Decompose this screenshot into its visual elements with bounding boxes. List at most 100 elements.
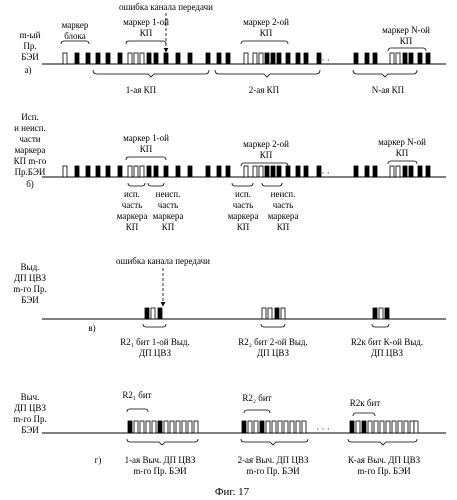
pulse [380, 421, 384, 433]
figure-caption: Фиг. 17 [215, 486, 250, 498]
pulse [217, 53, 221, 64]
pulse [272, 421, 276, 433]
pulse [271, 166, 275, 177]
g-span-brace-k [348, 439, 417, 445]
pulse [134, 166, 138, 177]
pulse [398, 421, 402, 433]
pulse [403, 53, 407, 64]
kp1-marker-brace [126, 41, 166, 44]
pulse [106, 53, 110, 64]
pulse [379, 308, 383, 319]
used-part-2-line-2: часть [233, 200, 254, 210]
pulse [118, 166, 122, 177]
g-computed-2-line-2: m-го Пр. БЭИ [246, 466, 300, 476]
panel-g: Выч. ДП ЦВЗ m-го Пр. БЭИ г) R2₁ бит R2₂ … [13, 390, 446, 476]
pulse [362, 421, 366, 433]
g-r2k-label: R2к бит [350, 398, 381, 408]
panel-g-letter: г) [95, 455, 102, 465]
b-kp1-marker-label-1: маркер 1-ой [123, 133, 169, 143]
kp2-label: 2-ая КП [249, 85, 280, 95]
panel-g-pulses [128, 421, 418, 433]
pulse [350, 421, 354, 433]
b-kp2-marker-label-1: маркер 2-ой [243, 139, 289, 149]
pulse [414, 421, 418, 433]
v-extracted-1-line-2: ДП ЦВЗ [139, 348, 171, 358]
panel-v-side-label-2: ДП ЦВЗ [14, 273, 46, 283]
unused-part-brace-1 [148, 183, 164, 186]
pulse [75, 53, 79, 64]
v-extracted-2-line-2: ДП ЦВЗ [257, 348, 289, 358]
kp2-marker-label-2: КП [260, 28, 273, 38]
unused-part-1-line-3: маркера [153, 211, 184, 221]
pulse [244, 166, 248, 177]
panel-v-side-label-3: m-го Пр. [13, 284, 46, 294]
pulse [86, 53, 90, 64]
panel-a-side-label-2: Пр. [23, 41, 36, 51]
kpn-marker-label-2: КП [400, 36, 413, 46]
pulse [176, 421, 180, 433]
pulse [368, 421, 372, 433]
panel-b-pulses [63, 166, 430, 177]
b-kpn-marker-brace [388, 161, 417, 164]
pulse [158, 308, 162, 319]
pulse [259, 53, 263, 64]
pulse [140, 53, 144, 64]
pulse [154, 53, 158, 64]
unused-part-2-line-4: КП [277, 222, 290, 232]
pulse [271, 53, 275, 64]
v-transmission-error-label: ошибка канала передачи [116, 256, 210, 266]
pulse [134, 53, 138, 64]
b-kp2-marker-label-2: КП [260, 150, 273, 160]
pulse [253, 166, 257, 177]
kp1-marker-label-2: КП [140, 28, 153, 38]
pulse [418, 166, 422, 177]
pulse [373, 53, 377, 64]
pulse [151, 308, 155, 319]
panel-a-side-label-3: БЭИ [21, 52, 39, 62]
pulse [396, 166, 400, 177]
pulse [188, 53, 192, 64]
kp1-span-brace [93, 70, 209, 77]
v-extracted-1-line-1: R2₁ бит 1-ой Выд. [120, 337, 189, 347]
g-r22-label: R2₂ бит [242, 393, 271, 403]
v-extracted-k-line-1: R2к бит К-ой Выд. [351, 337, 423, 347]
dots: · · · [316, 55, 330, 65]
pulse [365, 53, 369, 64]
pulse [63, 53, 67, 64]
pulse [140, 421, 144, 433]
unused-part-brace-2 [262, 183, 282, 186]
pulse [253, 53, 257, 64]
v-span-brace-1 [143, 324, 166, 327]
used-part-2-line-3: маркера [228, 211, 259, 221]
kp2-marker-label-1: маркер 2-ой [243, 17, 289, 27]
pulse [128, 53, 132, 64]
pulse [145, 308, 149, 319]
pulse [268, 308, 272, 319]
pulse [96, 53, 100, 64]
pulse [254, 421, 258, 433]
pulse [146, 421, 150, 433]
pulse [164, 166, 168, 177]
used-part-brace-1 [128, 183, 145, 186]
block-marker-label-1: маркер [62, 20, 89, 30]
panel-g-side-label-2: ДП ЦВЗ [14, 403, 46, 413]
pulse [176, 166, 180, 177]
panel-b-letter: б) [26, 179, 34, 189]
used-part-1-line-2: часть [122, 200, 143, 210]
g-computed-k-line-1: К-ая Выч. ДП ЦВЗ [348, 455, 421, 465]
used-part-2-line-1: исп. [235, 189, 251, 199]
pulse [304, 53, 308, 64]
block-marker-brace [61, 41, 89, 44]
pulse [244, 53, 248, 64]
b-kpn-marker-label-2: КП [396, 148, 409, 158]
dots: · · · [316, 168, 330, 178]
pulse [188, 166, 192, 177]
pulse [396, 53, 400, 64]
panel-a-pulses [63, 53, 430, 64]
g-computed-k-line-2: m-го Пр. БЭИ [357, 466, 411, 476]
panel-v-pulses [145, 308, 389, 319]
g-r21-brace [127, 409, 148, 412]
used-part-1-line-4: КП [126, 222, 139, 232]
panel-b: Исп. и неисп. части маркера КП m-го Пр.Б… [14, 112, 446, 232]
